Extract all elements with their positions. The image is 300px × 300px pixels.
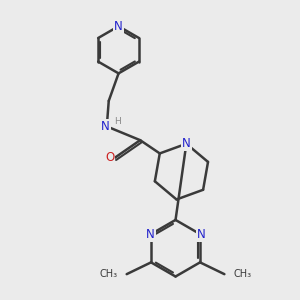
Text: O: O <box>105 152 115 164</box>
Text: N: N <box>182 137 191 150</box>
Text: H: H <box>114 117 121 126</box>
Text: N: N <box>114 20 123 33</box>
Text: N: N <box>101 120 110 133</box>
Text: N: N <box>146 228 154 241</box>
Text: CH₃: CH₃ <box>233 269 251 279</box>
Text: N: N <box>196 228 205 241</box>
Text: CH₃: CH₃ <box>100 269 118 279</box>
